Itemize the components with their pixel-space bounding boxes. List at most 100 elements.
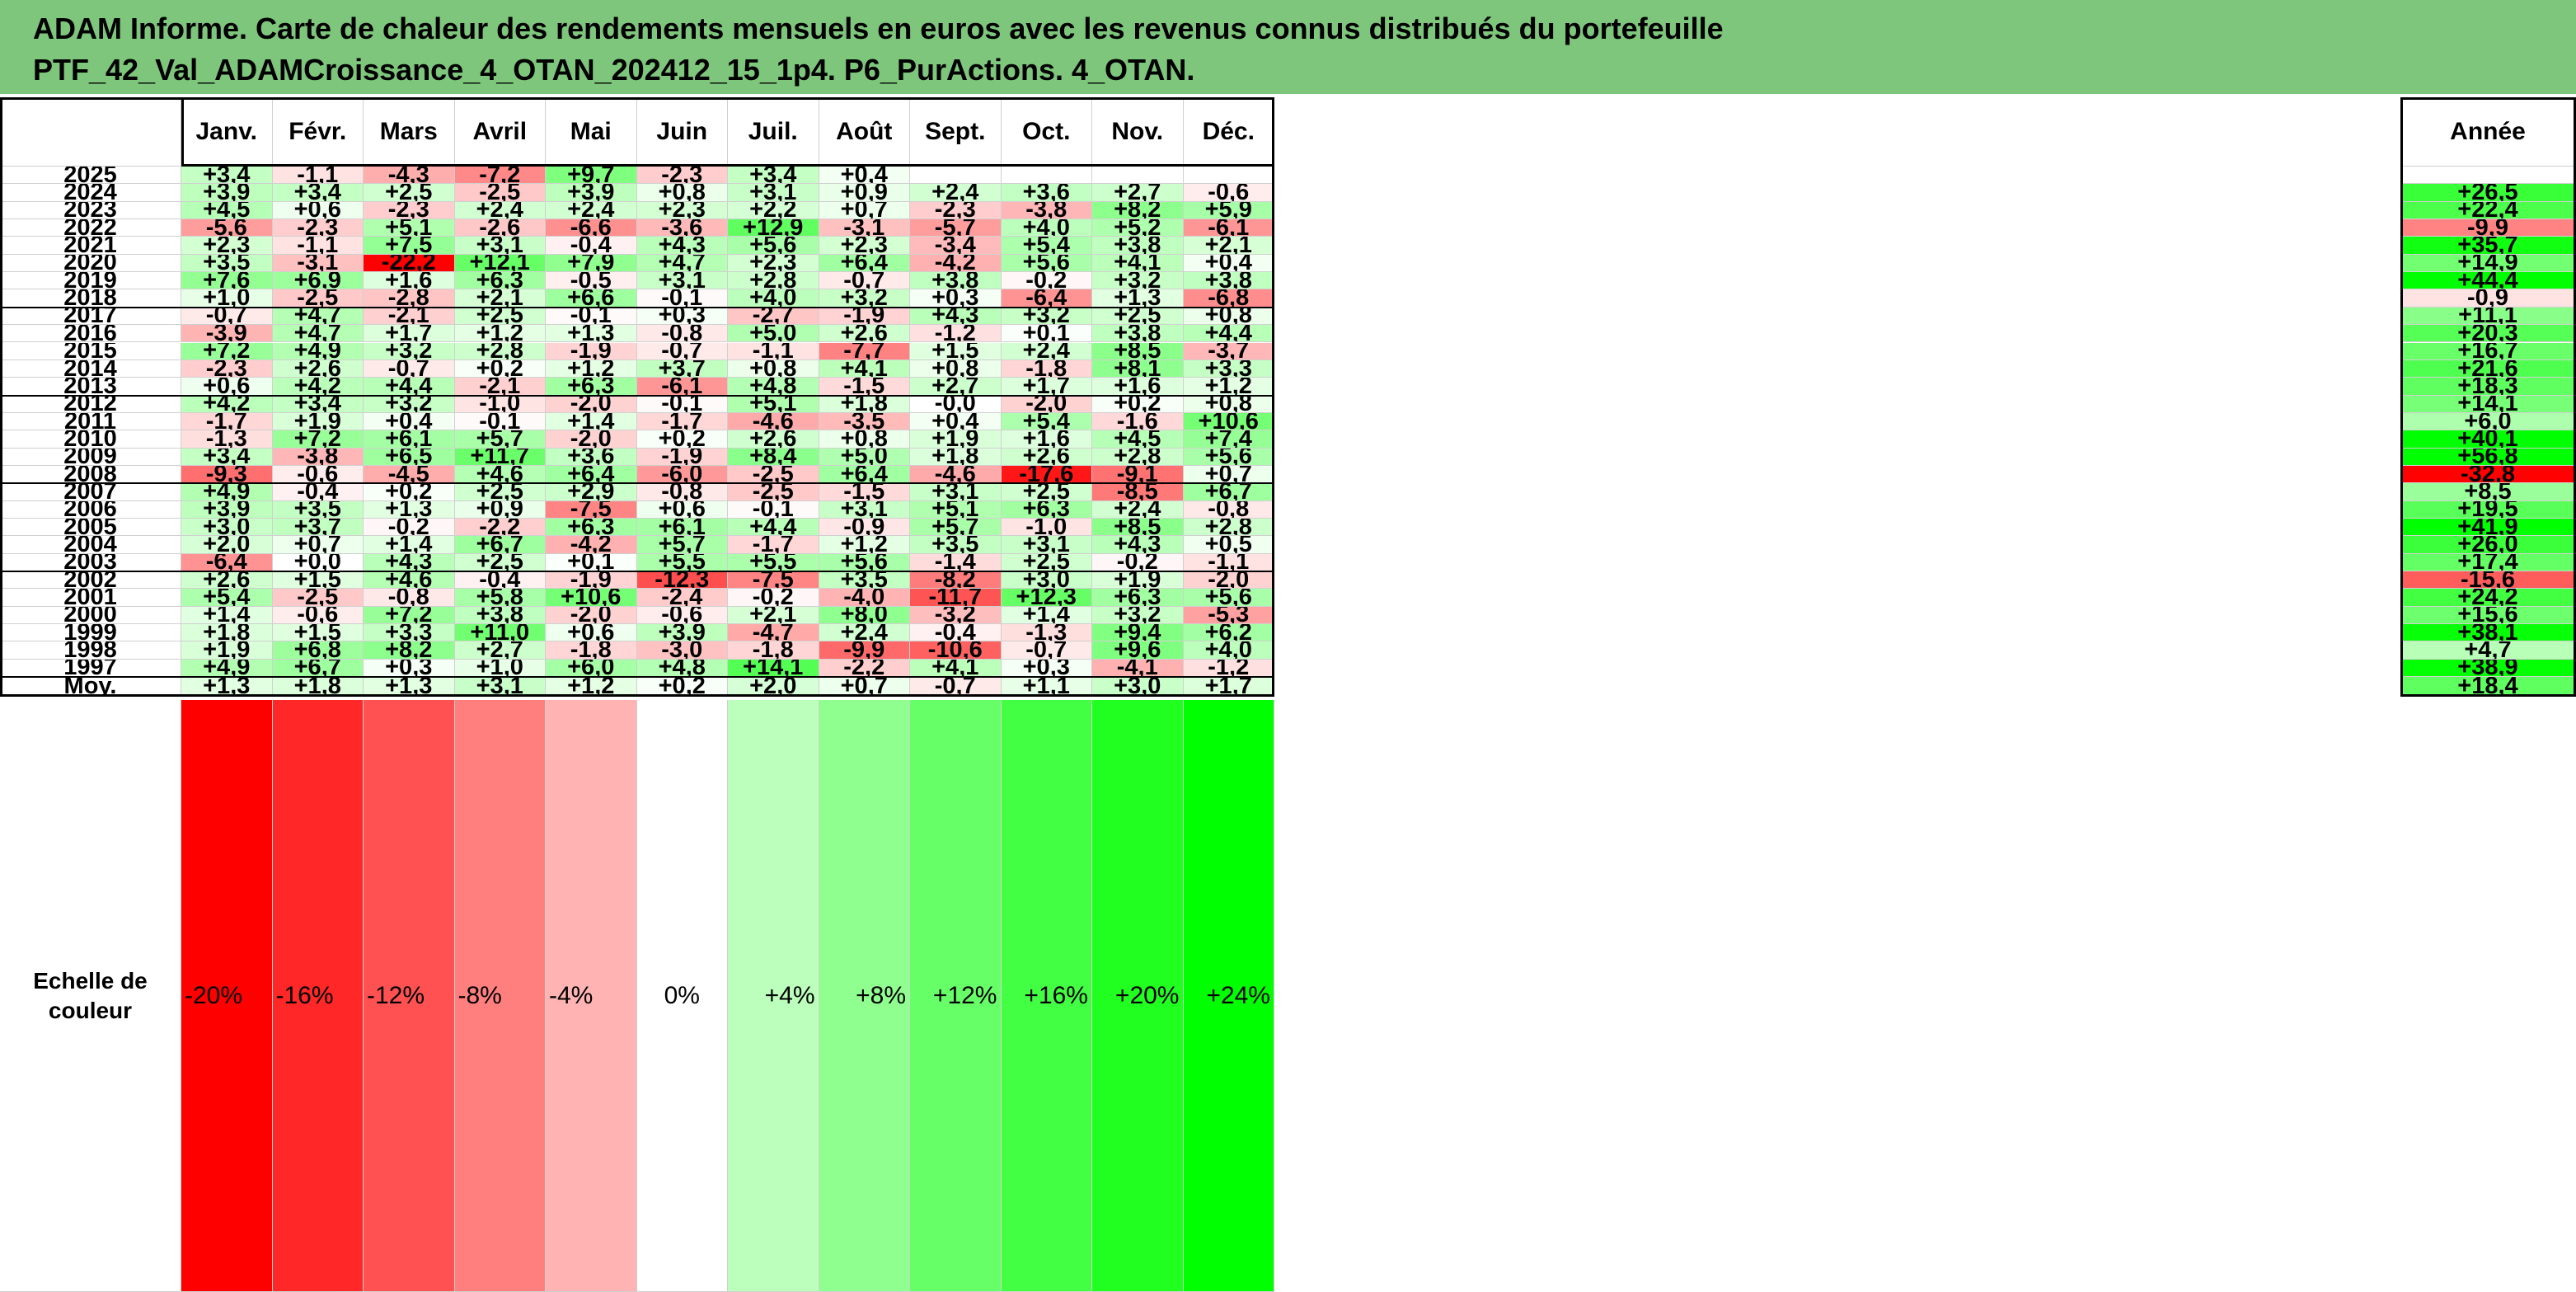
heatmap-cell: +1,9 xyxy=(181,641,273,660)
heatmap-cell: -0,8 xyxy=(364,589,455,607)
heatmap-cell: +8,5 xyxy=(1092,519,1184,537)
heatmap-cell: -2,5 xyxy=(454,184,546,202)
column-header-annual: Année xyxy=(2400,97,2576,167)
heatmap-cell: +2,8 xyxy=(1183,519,1274,537)
heatmap-cell: -5,3 xyxy=(1183,606,1274,625)
heatmap-cell: -3,8 xyxy=(1001,201,1092,220)
heatmap-cell: +4,8 xyxy=(728,378,819,396)
heatmap-cell: +6,7 xyxy=(1183,483,1274,501)
heatmap-cell: +0,6 xyxy=(546,624,637,642)
heatmap-cell: +9,6 xyxy=(1092,641,1184,660)
heatmap-cell: +12,9 xyxy=(728,219,819,237)
heatmap-cell: +10,6 xyxy=(1183,412,1274,431)
heatmap-cell: -0,7 xyxy=(819,272,910,290)
heatmap-cell: +1,0 xyxy=(181,289,273,308)
heatmap-cell: +3,7 xyxy=(272,519,364,537)
heatmap-cell: +4,0 xyxy=(728,289,819,308)
heatmap-cell: +1,8 xyxy=(910,448,1002,466)
heatmap-cell: -0,1 xyxy=(454,412,546,431)
heatmap-cell: +3,2 xyxy=(1001,307,1092,326)
column-header-5: Mai xyxy=(546,97,637,167)
heatmap-cell: +1,5 xyxy=(272,624,364,642)
heatmap-cell: +7,5 xyxy=(364,237,455,255)
heatmap-cell: +0,8 xyxy=(1183,395,1274,413)
heatmap-cell: +4,4 xyxy=(364,378,455,396)
average-cell: +1,3 xyxy=(364,677,455,698)
heatmap-cell: +1,3 xyxy=(364,500,455,519)
heatmap-cell: -3,4 xyxy=(910,237,1002,255)
annual-cell: +41,9 xyxy=(2400,519,2576,537)
heatmap-cell xyxy=(1092,167,1184,185)
heatmap-cell: -0,2 xyxy=(728,589,819,607)
heatmap-cell: +4,8 xyxy=(636,659,728,678)
column-header-11: Nov. xyxy=(1092,97,1184,167)
heatmap-cell: +3,8 xyxy=(910,272,1002,290)
heatmap-cell: +1,2 xyxy=(454,325,546,343)
heatmap-cell: -2,1 xyxy=(364,307,455,326)
heatmap-cell: -0,1 xyxy=(546,307,637,326)
heatmap-cell: -2,0 xyxy=(1183,571,1274,590)
row-year-label: 2002 xyxy=(0,571,181,590)
heatmap-cell: -12,3 xyxy=(636,571,728,590)
row-year-label: 2001 xyxy=(0,589,181,607)
heatmap-cell: +6,8 xyxy=(272,641,364,660)
row-year-label: 2013 xyxy=(0,378,181,396)
heatmap-cell: +6,0 xyxy=(546,659,637,678)
heatmap-cell: +2,5 xyxy=(454,483,546,501)
heatmap-cell: -2,3 xyxy=(181,359,273,378)
heatmap-cell: -2,3 xyxy=(364,201,455,220)
heatmap-cell: +4,7 xyxy=(272,307,364,326)
heatmap-cell: +4,1 xyxy=(819,359,910,378)
heatmap-cell: +2,8 xyxy=(1092,448,1184,466)
heatmap-cell: +2,5 xyxy=(1001,483,1092,501)
heatmap-cell: +3,7 xyxy=(636,359,728,378)
heatmap-cell: -1,9 xyxy=(819,307,910,326)
heatmap-cell: -2,2 xyxy=(819,659,910,678)
heatmap-cell: +2,4 xyxy=(1001,342,1092,360)
heatmap-cell: +0,1 xyxy=(1001,325,1092,343)
heatmap-cell: +6,4 xyxy=(819,254,910,273)
row-year-label: 2024 xyxy=(0,184,181,202)
heatmap-cell: -2,4 xyxy=(636,589,728,607)
heatmap-cell: +5,5 xyxy=(636,553,728,572)
color-scale-swatch: -16% xyxy=(272,700,364,1292)
heatmap-cell: +2,1 xyxy=(454,289,546,308)
heatmap-cell: +3,9 xyxy=(181,500,273,519)
heatmap-cell: +3,2 xyxy=(1092,606,1184,625)
heatmap-cell: +0,7 xyxy=(819,201,910,220)
heatmap-cell: -0,7 xyxy=(181,307,273,326)
heatmap-cell: +0,9 xyxy=(819,184,910,202)
heatmap-cell: +8,2 xyxy=(1092,201,1184,220)
heatmap-cell: +0,2 xyxy=(636,430,728,449)
heatmap-cell xyxy=(910,167,1002,185)
heatmap-cell: -4,3 xyxy=(364,167,455,185)
heatmap-cell: +2,6 xyxy=(728,430,819,449)
heatmap-cell: +10,6 xyxy=(546,589,637,607)
row-year-label: 2021 xyxy=(0,237,181,255)
heatmap-cell: -0,1 xyxy=(636,289,728,308)
heatmap-cell: +3,1 xyxy=(636,272,728,290)
heatmap-cell: +7,9 xyxy=(546,254,637,273)
heatmap-cell: -6,1 xyxy=(636,378,728,396)
heatmap-cell: +2,7 xyxy=(454,641,546,660)
heatmap-cell: -4,0 xyxy=(819,589,910,607)
row-year-label: 2010 xyxy=(0,430,181,449)
heatmap-cell: +1,9 xyxy=(910,430,1002,449)
row-year-label: 2015 xyxy=(0,342,181,360)
annual-cell: +38,9 xyxy=(2400,659,2576,678)
heatmap-cell: +2,3 xyxy=(636,201,728,220)
heatmap-cell: +6,3 xyxy=(546,519,637,537)
heatmap-cell: +4,9 xyxy=(181,483,273,501)
heatmap-cell: -4,1 xyxy=(1092,659,1184,678)
heatmap-cell: +12,3 xyxy=(1001,589,1092,607)
heatmap-cell: -2,1 xyxy=(454,378,546,396)
heatmap-cell: +4,6 xyxy=(454,465,546,484)
heatmap-cell: +3,0 xyxy=(1001,571,1092,590)
color-scale-swatch: +20% xyxy=(1092,700,1184,1292)
heatmap-cell: +5,6 xyxy=(1183,448,1274,466)
heatmap-cell: -0,7 xyxy=(636,342,728,360)
heatmap-cell xyxy=(1183,167,1274,185)
average-cell: +3,0 xyxy=(1092,677,1184,698)
heatmap-cell: +6,7 xyxy=(272,659,364,678)
